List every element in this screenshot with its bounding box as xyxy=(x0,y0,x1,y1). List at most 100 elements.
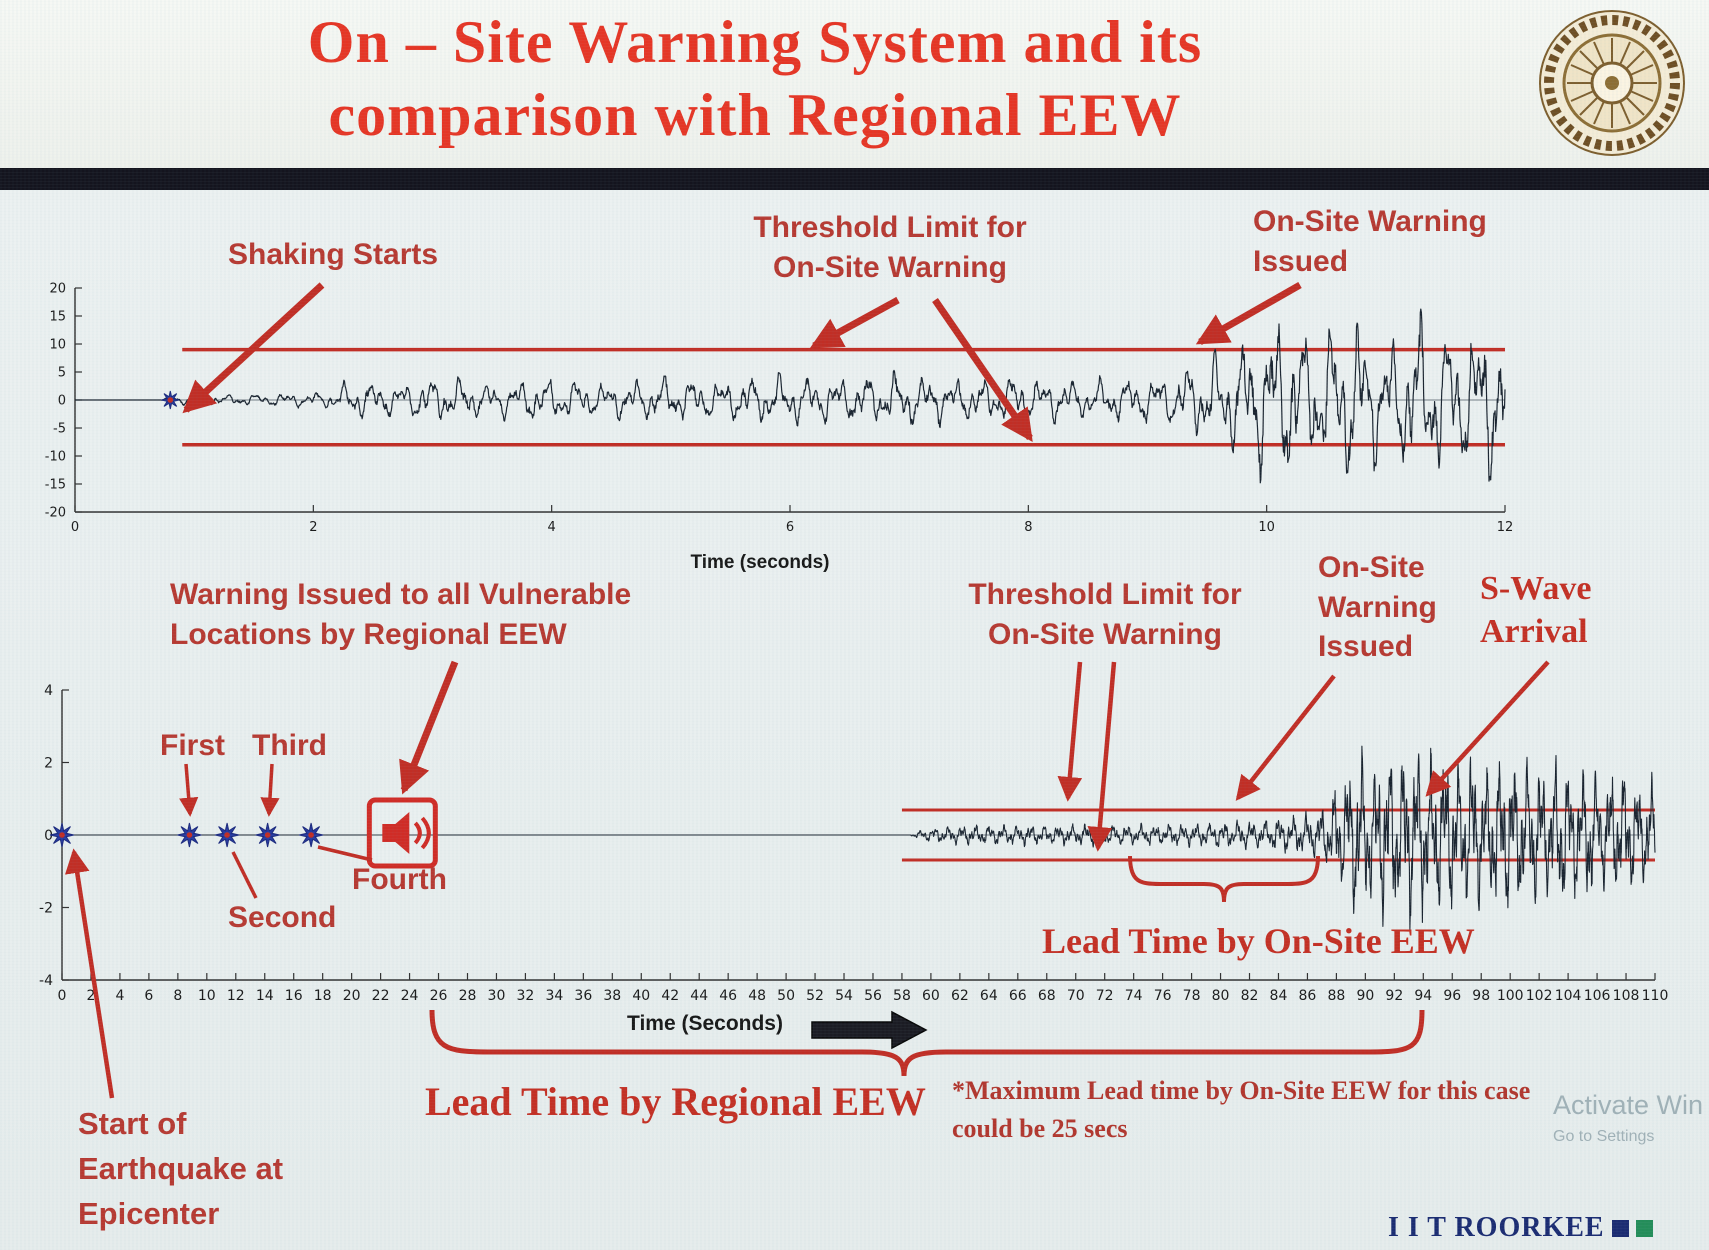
svg-text:4: 4 xyxy=(44,683,53,699)
svg-text:88: 88 xyxy=(1327,988,1345,1004)
top-threshold-label-line1: Threshold Limit for xyxy=(753,211,1027,244)
footnote-line1: *Maximum Lead time by On-Site EEW for th… xyxy=(952,1076,1531,1105)
svg-text:28: 28 xyxy=(459,988,477,1004)
svg-text:52: 52 xyxy=(806,988,824,1004)
svg-text:5: 5 xyxy=(58,366,66,381)
top-warning-issued-line1: On-Site Warning xyxy=(1253,205,1487,238)
svg-text:68: 68 xyxy=(1038,988,1056,1004)
svg-text:42: 42 xyxy=(661,988,679,1004)
lead-time-regional-label: Lead Time by Regional EEW xyxy=(425,1079,926,1124)
bottom-threshold-label-line1: Threshold Limit for xyxy=(968,578,1242,611)
pick-third-label: Third xyxy=(252,729,327,762)
bottom-chart-x-axis-label: Time (Seconds) xyxy=(627,1012,783,1035)
slide-title-line1: On – Site Warning System and its xyxy=(307,9,1203,75)
top-chart-x-axis-label: Time (seconds) xyxy=(690,552,830,573)
svg-text:30: 30 xyxy=(488,988,506,1004)
epicenter-line3: Epicenter xyxy=(78,1195,220,1231)
svg-text:2: 2 xyxy=(44,755,53,771)
regional-warning-label: Warning Issued to all Vulnerable Locatio… xyxy=(170,575,631,654)
activate-windows-watermark: Activate Win xyxy=(1553,1090,1704,1120)
pick-first-label: First xyxy=(160,729,226,762)
svg-text:46: 46 xyxy=(719,988,737,1004)
footer-brand: I I T ROORKEE xyxy=(1388,1212,1653,1244)
svg-text:6: 6 xyxy=(786,520,794,535)
epicenter-label: Start of Earthquake at Epicenter xyxy=(78,1102,283,1237)
svg-text:0: 0 xyxy=(44,828,53,844)
svg-text:-10: -10 xyxy=(45,450,66,465)
svg-text:78: 78 xyxy=(1183,988,1201,1004)
svg-text:0: 0 xyxy=(71,520,79,535)
slide-title: On – Site Warning System and its compari… xyxy=(90,6,1420,152)
svg-text:64: 64 xyxy=(980,988,998,1004)
svg-text:2: 2 xyxy=(309,520,317,535)
svg-text:24: 24 xyxy=(401,988,419,1004)
svg-text:2: 2 xyxy=(87,988,96,1004)
bottom-onsite-warning-line1: On-Site xyxy=(1318,551,1425,584)
svg-text:54: 54 xyxy=(835,988,853,1004)
svg-text:-20: -20 xyxy=(45,506,66,521)
svg-text:22: 22 xyxy=(372,988,390,1004)
svg-text:94: 94 xyxy=(1414,988,1432,1004)
footer-brand-text: I I T ROORKEE xyxy=(1388,1212,1605,1243)
top-warning-issued-line2: Issued xyxy=(1253,244,1349,278)
svg-text:60: 60 xyxy=(922,988,940,1004)
slide-header: On – Site Warning System and its compari… xyxy=(0,0,1709,168)
svg-text:18: 18 xyxy=(314,988,332,1004)
epicenter-line1: Start of xyxy=(78,1106,187,1141)
svg-text:72: 72 xyxy=(1096,988,1114,1004)
onsite-accelerogram-chart: 20 15 10 5 0 -5 -10 -15 -20 0 2 4 6 8 10 12 xyxy=(45,282,1514,535)
s-wave-arrival-label: S-Wave Arrival xyxy=(1480,568,1591,653)
bottom-threshold-label: Threshold Limit for On-Site Warning xyxy=(950,575,1260,654)
svg-text:32: 32 xyxy=(517,988,535,1004)
svg-text:12: 12 xyxy=(227,988,245,1004)
svg-text:104: 104 xyxy=(1555,988,1582,1004)
svg-text:96: 96 xyxy=(1443,988,1461,1004)
svg-text:108: 108 xyxy=(1613,988,1640,1004)
svg-text:6: 6 xyxy=(144,988,153,1004)
epicenter-line2: Earthquake at xyxy=(78,1150,284,1186)
time-axis-arrow-icon xyxy=(811,1010,928,1050)
top-warning-issued-label: On-Site Warning Issued xyxy=(1253,202,1487,281)
svg-text:40: 40 xyxy=(632,988,650,1004)
svg-text:10: 10 xyxy=(198,988,216,1004)
svg-text:4: 4 xyxy=(115,988,124,1004)
svg-text:110: 110 xyxy=(1642,988,1669,1004)
svg-text:106: 106 xyxy=(1584,988,1611,1004)
svg-text:66: 66 xyxy=(1009,988,1027,1004)
svg-text:90: 90 xyxy=(1356,988,1374,1004)
svg-text:-5: -5 xyxy=(53,422,66,437)
svg-text:20: 20 xyxy=(49,282,66,297)
lead-time-regional-brace xyxy=(429,1009,1425,1077)
svg-text:86: 86 xyxy=(1299,988,1317,1004)
svg-text:16: 16 xyxy=(285,988,303,1004)
svg-text:74: 74 xyxy=(1125,988,1143,1004)
bottom-onsite-warning-line2: Warning xyxy=(1318,590,1437,624)
regional-vs-onsite-timeline-chart: 420-2-40 2 4 6 8 10 12 14 16 18 20 22 24 26 28 30 32 34 36… xyxy=(39,683,1669,1004)
lead-time-onsite-label: Lead Time by On-Site EEW xyxy=(1042,921,1475,961)
bottom-onsite-warning-label: On-Site Warning Issued xyxy=(1318,548,1437,667)
svg-text:50: 50 xyxy=(777,988,795,1004)
svg-text:10: 10 xyxy=(49,338,66,353)
svg-text:92: 92 xyxy=(1385,988,1403,1004)
svg-text:48: 48 xyxy=(748,988,766,1004)
svg-text:100: 100 xyxy=(1497,988,1524,1004)
svg-text:84: 84 xyxy=(1270,988,1288,1004)
svg-text:26: 26 xyxy=(430,988,448,1004)
svg-text:56: 56 xyxy=(864,988,882,1004)
brand-square-green-icon xyxy=(1635,1219,1653,1237)
bottom-onsite-warning-line3: Issued xyxy=(1318,630,1414,664)
footnote-line2: could be 25 secs xyxy=(952,1113,1128,1143)
slide-title-line2: comparison with Regional EEW xyxy=(328,82,1182,149)
svg-text:-2: -2 xyxy=(39,900,53,916)
bottom-threshold-label-line2: On-Site Warning xyxy=(988,617,1222,651)
top-threshold-label-line2: On-Site Warning xyxy=(773,250,1007,284)
footnote: *Maximum Lead time by On-Site EEW for th… xyxy=(952,1072,1530,1147)
svg-text:70: 70 xyxy=(1067,988,1085,1004)
svg-text:0: 0 xyxy=(58,988,67,1004)
svg-text:8: 8 xyxy=(1024,520,1032,535)
svg-text:98: 98 xyxy=(1472,988,1490,1004)
svg-text:36: 36 xyxy=(574,988,592,1004)
regional-warning-line2: Locations by Regional EEW xyxy=(170,617,567,651)
pick-fourth-label: Fourth xyxy=(352,863,447,896)
